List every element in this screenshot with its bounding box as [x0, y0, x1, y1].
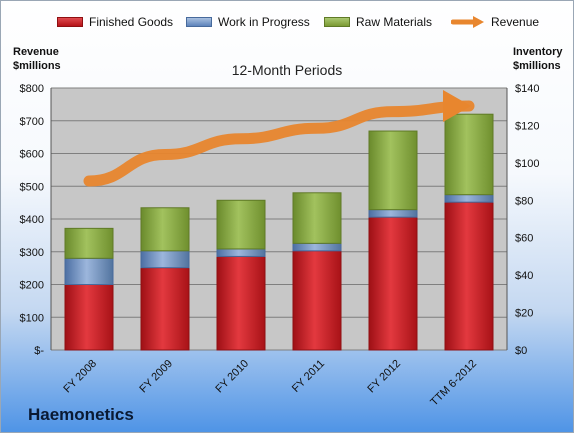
right-axis-title: Inventory $millions	[513, 45, 563, 73]
legend-item-finished-goods: Finished Goods	[57, 15, 173, 29]
left-axis-title-line1: Revenue	[13, 46, 59, 58]
left-axis-title: Revenue $millions	[13, 45, 61, 73]
chart-title: 12-Month Periods	[231, 62, 343, 78]
revenue-arrowhead	[443, 90, 471, 123]
bar-work-in-progress	[368, 209, 418, 218]
right-tick-label: $60	[515, 233, 533, 245]
bar-work-in-progress	[216, 248, 266, 257]
legend-swatch-raw-materials	[324, 17, 350, 27]
category-labels: FY 2008 FY 2009 FY 2010 FY 2011 FY 2012 TTM 6…	[61, 358, 479, 409]
company-name: Haemonetics	[28, 405, 134, 424]
right-tick-label: $140	[515, 83, 539, 95]
left-tick-label: $800	[20, 83, 44, 95]
right-axis-ticks: $0 $20 $40 $60 $80 $100 $120 $140	[515, 83, 539, 357]
right-tick-label: $100	[515, 158, 539, 170]
bar-work-in-progress	[64, 257, 114, 285]
category-label: TTM 6-2012	[428, 358, 479, 409]
left-tick-label: $600	[20, 149, 44, 161]
right-tick-label: $0	[515, 345, 527, 357]
legend-label-work-in-progress: Work in Progress	[218, 15, 310, 29]
category-label: FY 2009	[137, 358, 175, 396]
bar-finished-goods	[292, 250, 342, 351]
legend-swatch-finished-goods	[57, 17, 83, 27]
right-tick-label: $120	[515, 120, 539, 132]
bar-finished-goods	[216, 255, 266, 351]
legend: Finished Goods Work in Progress Raw Mate…	[1, 15, 573, 35]
left-tick-label: $-	[34, 345, 44, 357]
bar-finished-goods	[368, 216, 418, 351]
left-axis-title-line2: $millions	[13, 60, 61, 72]
legend-swatch-work-in-progress	[186, 17, 212, 27]
left-tick-label: $200	[20, 280, 44, 292]
bar-raw-materials	[140, 207, 190, 252]
bar-raw-materials	[368, 130, 418, 211]
bar-finished-goods	[140, 267, 190, 351]
category-label: FY 2012	[365, 358, 403, 396]
legend-arrow-icon	[451, 16, 484, 28]
bar-raw-materials	[292, 192, 342, 244]
revenue-line	[83, 100, 475, 187]
right-tick-label: $40	[515, 270, 533, 282]
left-tick-label: $700	[20, 116, 44, 128]
legend-item-work-in-progress: Work in Progress	[186, 15, 310, 29]
bar-work-in-progress	[444, 194, 494, 203]
right-axis-title-line2: $millions	[513, 60, 561, 72]
category-label: FY 2010	[213, 358, 251, 396]
bar-work-in-progress	[140, 250, 190, 269]
bar-work-in-progress	[292, 242, 342, 252]
gridlines	[50, 87, 508, 351]
left-tick-label: $500	[20, 181, 44, 193]
legend-label-revenue: Revenue	[491, 15, 540, 29]
bar-raw-materials	[64, 227, 114, 259]
legend-item-raw-materials: Raw Materials	[324, 15, 432, 29]
right-axis-title-line1: Inventory	[513, 46, 563, 58]
left-axis-ticks: $- $100 $200 $300 $400 $500 $600 $700 $800	[20, 83, 45, 357]
right-tick-label: $80	[515, 195, 533, 207]
category-label: FY 2011	[290, 358, 327, 395]
bars	[64, 113, 494, 351]
bar-raw-materials	[216, 199, 266, 250]
legend-label-finished-goods: Finished Goods	[89, 15, 174, 29]
category-label: FY 2008	[61, 358, 99, 396]
right-tick-label: $20	[515, 308, 533, 320]
legend-item-revenue: Revenue	[451, 15, 539, 29]
left-tick-label: $400	[20, 214, 44, 226]
bar-finished-goods	[444, 201, 494, 351]
bar-raw-materials	[444, 113, 494, 196]
revenue-line-layer	[83, 90, 475, 187]
left-tick-label: $100	[20, 312, 44, 324]
left-tick-label: $300	[20, 247, 44, 259]
bar-finished-goods	[64, 284, 114, 351]
legend-label-raw-materials: Raw Materials	[356, 15, 433, 29]
